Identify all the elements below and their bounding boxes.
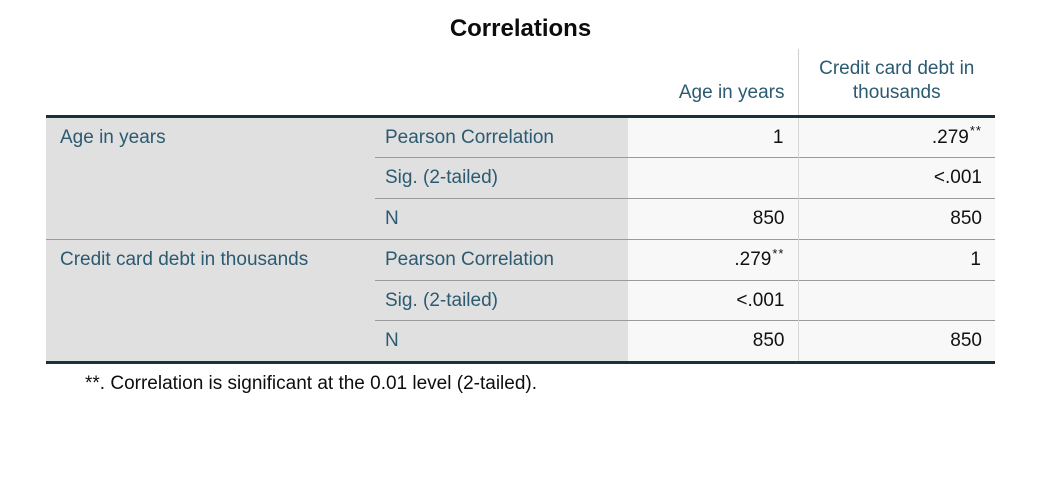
cell-value: <.001 [933, 167, 982, 189]
significance-marker: ** [772, 245, 785, 261]
significance-marker: ** [969, 123, 982, 139]
value-cell: 850 [628, 198, 798, 240]
stat-label: Sig. (2-tailed) [375, 157, 628, 199]
row-group-label-credit: Credit card debt in thousands [46, 238, 375, 365]
cell-value: 850 [752, 208, 785, 230]
cell-value: 1 [772, 126, 784, 148]
value-cell: 850 [797, 320, 995, 365]
stat-label: N [375, 320, 628, 365]
value-cell: 850 [628, 320, 798, 365]
report-container: Correlations Age in years Credit card de… [46, 0, 995, 395]
value-cell [628, 157, 798, 199]
stat-label: Pearson Correlation [375, 114, 628, 158]
value-cell: 1 [797, 238, 995, 281]
stat-label: N [375, 198, 628, 240]
table-row: N 850 850 [46, 320, 995, 365]
cell-value: .279 [734, 248, 772, 270]
table-row: Credit card debt in thousands Pearson Co… [46, 238, 995, 365]
cell-value: 850 [752, 330, 785, 352]
significance-footnote: **. Correlation is significant at the 0.… [85, 373, 538, 395]
stat-label: Pearson Correlation [375, 238, 628, 281]
value-cell: .279** [797, 114, 995, 158]
table-header: Age in years Credit card debt in thousan… [46, 49, 995, 117]
table-row: Age in years Pearson Correlation 1 .279*… [46, 114, 995, 240]
table-row: Sig. (2-tailed) <.001 [46, 279, 995, 321]
table-title: Correlations [449, 15, 592, 42]
value-cell: <.001 [628, 279, 798, 321]
cell-value: 850 [950, 208, 982, 230]
column-header-credit: Credit card debt in thousands [797, 49, 995, 117]
header-spacer [375, 49, 628, 117]
cell-value: <.001 [736, 289, 785, 311]
cell-value: 850 [950, 330, 982, 352]
value-cell: <.001 [797, 157, 995, 199]
header-spacer [46, 49, 375, 117]
value-cell: 1 [628, 114, 798, 158]
value-cell [797, 279, 995, 321]
table-row: Sig. (2-tailed) <.001 [46, 157, 995, 199]
stat-label: Sig. (2-tailed) [375, 279, 628, 321]
value-cell: .279** [628, 238, 798, 281]
cell-value: .279 [931, 126, 969, 148]
correlations-table: Age in years Credit card debt in thousan… [46, 49, 995, 365]
column-header-age: Age in years [628, 49, 798, 117]
value-cell: 850 [797, 198, 995, 240]
table-row: N 850 850 [46, 198, 995, 240]
cell-value: 1 [970, 248, 981, 270]
row-group-label-age: Age in years [46, 114, 375, 240]
